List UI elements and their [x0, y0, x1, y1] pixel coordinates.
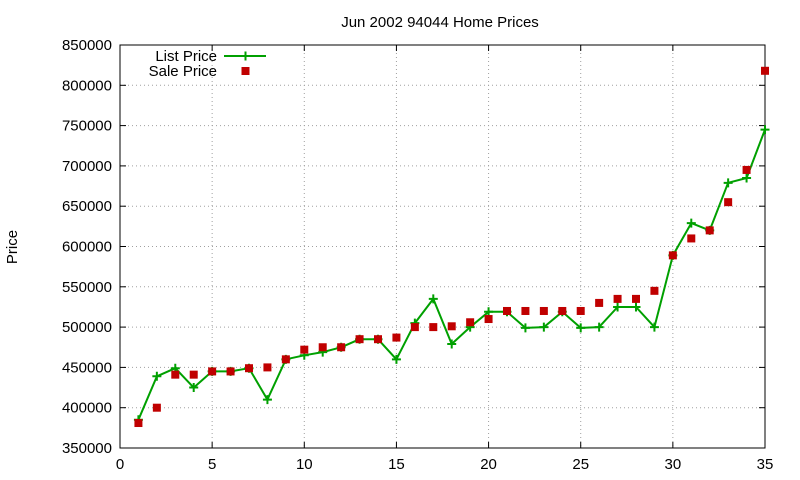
- sale-price-point: [484, 315, 493, 324]
- list-price-point: [189, 383, 199, 393]
- list-price-point: [520, 323, 530, 333]
- legend: List Price Sale Price: [149, 48, 266, 80]
- sale-price-point: [300, 345, 309, 354]
- y-tick-label: 550000: [62, 279, 112, 296]
- sale-price-point: [208, 367, 217, 376]
- x-tick-label: 25: [572, 456, 589, 473]
- sale-price-point: [687, 234, 696, 243]
- y-tick-label: 800000: [62, 77, 112, 94]
- series: [133, 66, 770, 428]
- x-tick-label: 20: [480, 456, 497, 473]
- legend-marker-list-price: [241, 51, 250, 61]
- list-price-point: [152, 371, 162, 381]
- sale-price-point: [742, 165, 751, 174]
- sale-price-point: [558, 306, 567, 315]
- sale-price-point: [429, 323, 438, 332]
- sale-price-point: [355, 335, 364, 344]
- legend-marker-sale-price: [241, 67, 250, 75]
- sale-price-point: [539, 306, 548, 315]
- sale-price-point: [392, 333, 401, 342]
- x-tick-label: 15: [388, 456, 405, 473]
- list-price-point: [576, 323, 586, 333]
- sale-price-point: [152, 403, 161, 412]
- list-price-point: [686, 218, 696, 228]
- y-tick-label: 650000: [62, 198, 112, 215]
- list-price-point: [631, 302, 641, 312]
- list-price-point: [428, 294, 438, 304]
- x-tick-label: 5: [208, 456, 216, 473]
- list-price-point: [484, 307, 494, 317]
- sale-price-point: [410, 323, 419, 332]
- sale-price-point: [263, 363, 272, 372]
- y-tick-label: 350000: [62, 440, 112, 457]
- sale-price-point: [705, 226, 714, 235]
- sale-price-point: [447, 322, 456, 331]
- sale-price-point: [668, 251, 677, 260]
- sale-price-point: [281, 355, 290, 364]
- y-tick-label: 400000: [62, 400, 112, 417]
- sale-price-point: [650, 286, 659, 295]
- list-price-point: [760, 125, 770, 135]
- sale-price-point: [226, 367, 235, 376]
- x-tick-label: 0: [116, 456, 124, 473]
- list-price-point: [613, 302, 623, 312]
- legend-label-list-price: List Price: [155, 48, 217, 65]
- sale-price-point: [318, 343, 327, 352]
- y-tick-label: 600000: [62, 239, 112, 256]
- list-price-line: [137, 129, 766, 421]
- sale-price-point: [761, 66, 769, 75]
- sale-price-point: [503, 306, 511, 315]
- y-tick-label: 750000: [62, 118, 112, 135]
- sale-price-point: [245, 364, 253, 373]
- list-price-point: [723, 178, 733, 188]
- sale-price-point: [171, 370, 180, 379]
- y-tick-label: 700000: [62, 158, 112, 175]
- list-price-point: [594, 322, 604, 332]
- sale-price-point: [134, 419, 143, 428]
- y-tick-label: 500000: [62, 319, 112, 336]
- grid: [120, 45, 765, 448]
- list-price-point: [649, 322, 659, 332]
- sale-price-point: [374, 335, 382, 344]
- sale-price-point: [613, 294, 622, 303]
- list-price-point: [539, 322, 549, 332]
- sale-price-point: [337, 343, 346, 352]
- sale-price-point: [521, 306, 530, 315]
- y-axis-label: Price: [4, 230, 21, 264]
- list-price-point: [447, 339, 457, 349]
- x-tick-label: 35: [757, 456, 774, 473]
- chart-title: Jun 2002 94044 Home Prices: [341, 14, 539, 31]
- list-price-point: [262, 395, 272, 405]
- legend-label-sale-price: Sale Price: [149, 63, 217, 80]
- y-tick-label: 850000: [62, 37, 112, 54]
- x-tick-label: 10: [296, 456, 313, 473]
- sale-price-point: [466, 318, 475, 327]
- sale-price-point: [189, 370, 198, 379]
- y-tick-label: 450000: [62, 359, 112, 376]
- sale-price-point: [595, 298, 604, 307]
- sale-price-point: [724, 198, 733, 207]
- x-tick-label: 30: [665, 456, 682, 473]
- list-price-point: [742, 173, 752, 183]
- axis-ticks: 0 5 10 15 20 25 30 35 350000 400000 450000 500000 55…: [62, 37, 773, 473]
- sale-price-point: [632, 294, 640, 303]
- list-price-point: [391, 354, 401, 364]
- sale-price-point: [576, 306, 585, 315]
